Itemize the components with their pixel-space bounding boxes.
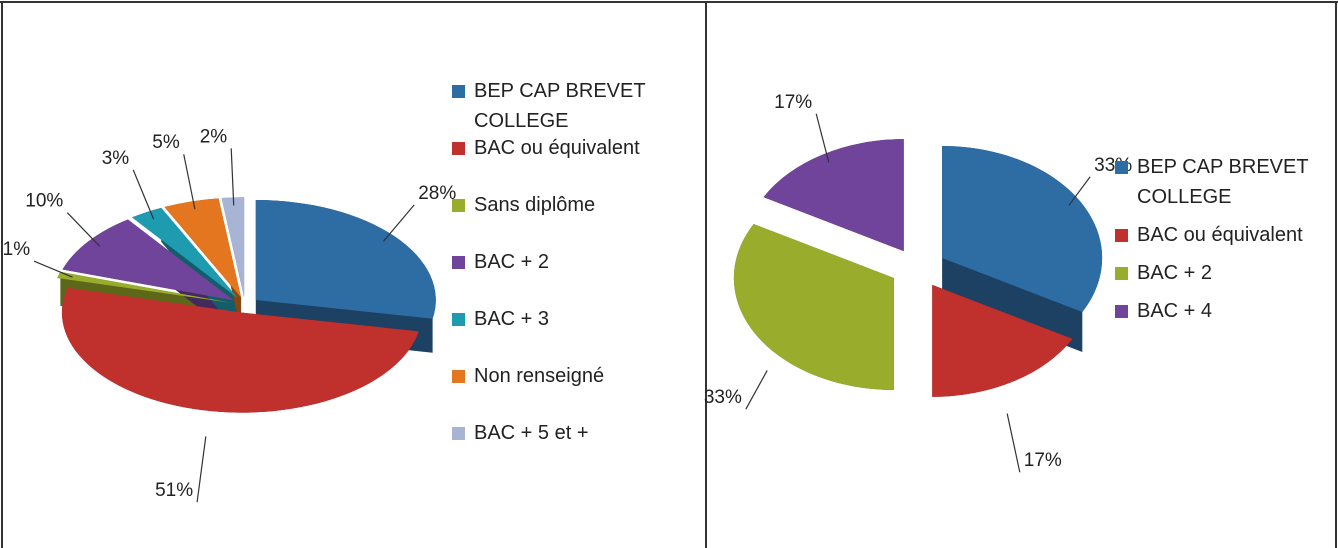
slice [62,219,234,301]
legend-swatch [1115,305,1128,318]
leader-line [230,148,235,206]
data-label: 28% [418,183,456,204]
legend-item: BAC + 4 [1115,296,1330,326]
slice [932,284,1073,397]
slice [221,197,245,298]
legend-label: BAC ou équivalent [474,137,640,159]
data-label: 2% [200,126,228,147]
slice [57,271,232,303]
leader-line [815,113,830,163]
leader-line [33,260,73,278]
legend-label: Sans diplôme [474,194,596,216]
legend-item: BEP CAP BREVET COLLEGE [1115,152,1330,212]
legend-item: BAC + 2 [452,247,702,304]
legend-swatch [452,427,465,440]
legend-item: BAC ou équivalent [1115,220,1330,250]
legend-swatch [1115,161,1128,174]
legend: BEP CAP BREVET COLLEGE BAC ou équivalent S… [452,76,702,475]
legend-item: BAC ou équivalent [452,133,702,190]
data-label: 51% [155,480,193,501]
legend-item: Non renseigné [452,361,702,418]
leader-line [1006,413,1021,473]
data-label: 17% [774,92,812,113]
leader-line [132,169,155,220]
legend-swatch [452,199,465,212]
slice [164,198,242,298]
legend-swatch [1115,267,1128,280]
slice [255,200,436,319]
legend-swatch [1115,229,1128,242]
legend-swatch [452,256,465,269]
slice [132,207,238,299]
legend-label: Non renseigné [474,365,605,387]
slice [763,139,904,252]
leader-line [66,212,101,247]
legend-label: BAC ou équivalent [1137,224,1303,246]
legend-label: BEP CAP BREVET COLLEGE [1137,156,1309,208]
legend-label: BAC + 2 [1137,262,1213,284]
legend-swatch [452,142,465,155]
legend-swatch [452,85,465,98]
legend-label: BAC + 3 [474,308,550,330]
leader-line [183,154,196,210]
slice [942,146,1103,312]
legend-item: Sans diplôme [452,190,702,247]
legend-label: BAC + 2 [474,251,550,273]
leader-line [196,436,207,503]
legend-label: BAC + 4 [1137,300,1213,322]
data-label: 3% [102,148,130,169]
legend-item: BAC + 5 et + [452,418,702,475]
legend-item: BAC + 2 [1115,258,1330,288]
slice [733,224,894,390]
leader-line [1068,176,1091,206]
leader-line [745,370,768,410]
data-label: 5% [152,132,180,153]
data-label: 33% [704,387,742,408]
legend-item: BEP CAP BREVET COLLEGE [452,76,702,133]
legend-swatch [452,313,465,326]
legend-label: BAC + 5 et + [474,422,589,444]
legend: BEP CAP BREVET COLLEGE BAC ou équivalent B… [1115,152,1330,334]
legend-swatch [452,370,465,383]
legend-item: BAC + 3 [452,304,702,361]
data-label: 1% [3,239,31,260]
legend-label: BEP CAP BREVET COLLEGE [474,80,646,132]
slice [61,287,419,413]
leader-line [382,204,415,242]
data-label: 17% [1024,450,1062,471]
data-label: 10% [25,191,63,212]
